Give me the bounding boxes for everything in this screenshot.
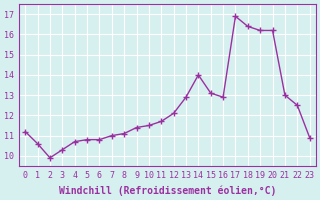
X-axis label: Windchill (Refroidissement éolien,°C): Windchill (Refroidissement éolien,°C) <box>59 185 276 196</box>
